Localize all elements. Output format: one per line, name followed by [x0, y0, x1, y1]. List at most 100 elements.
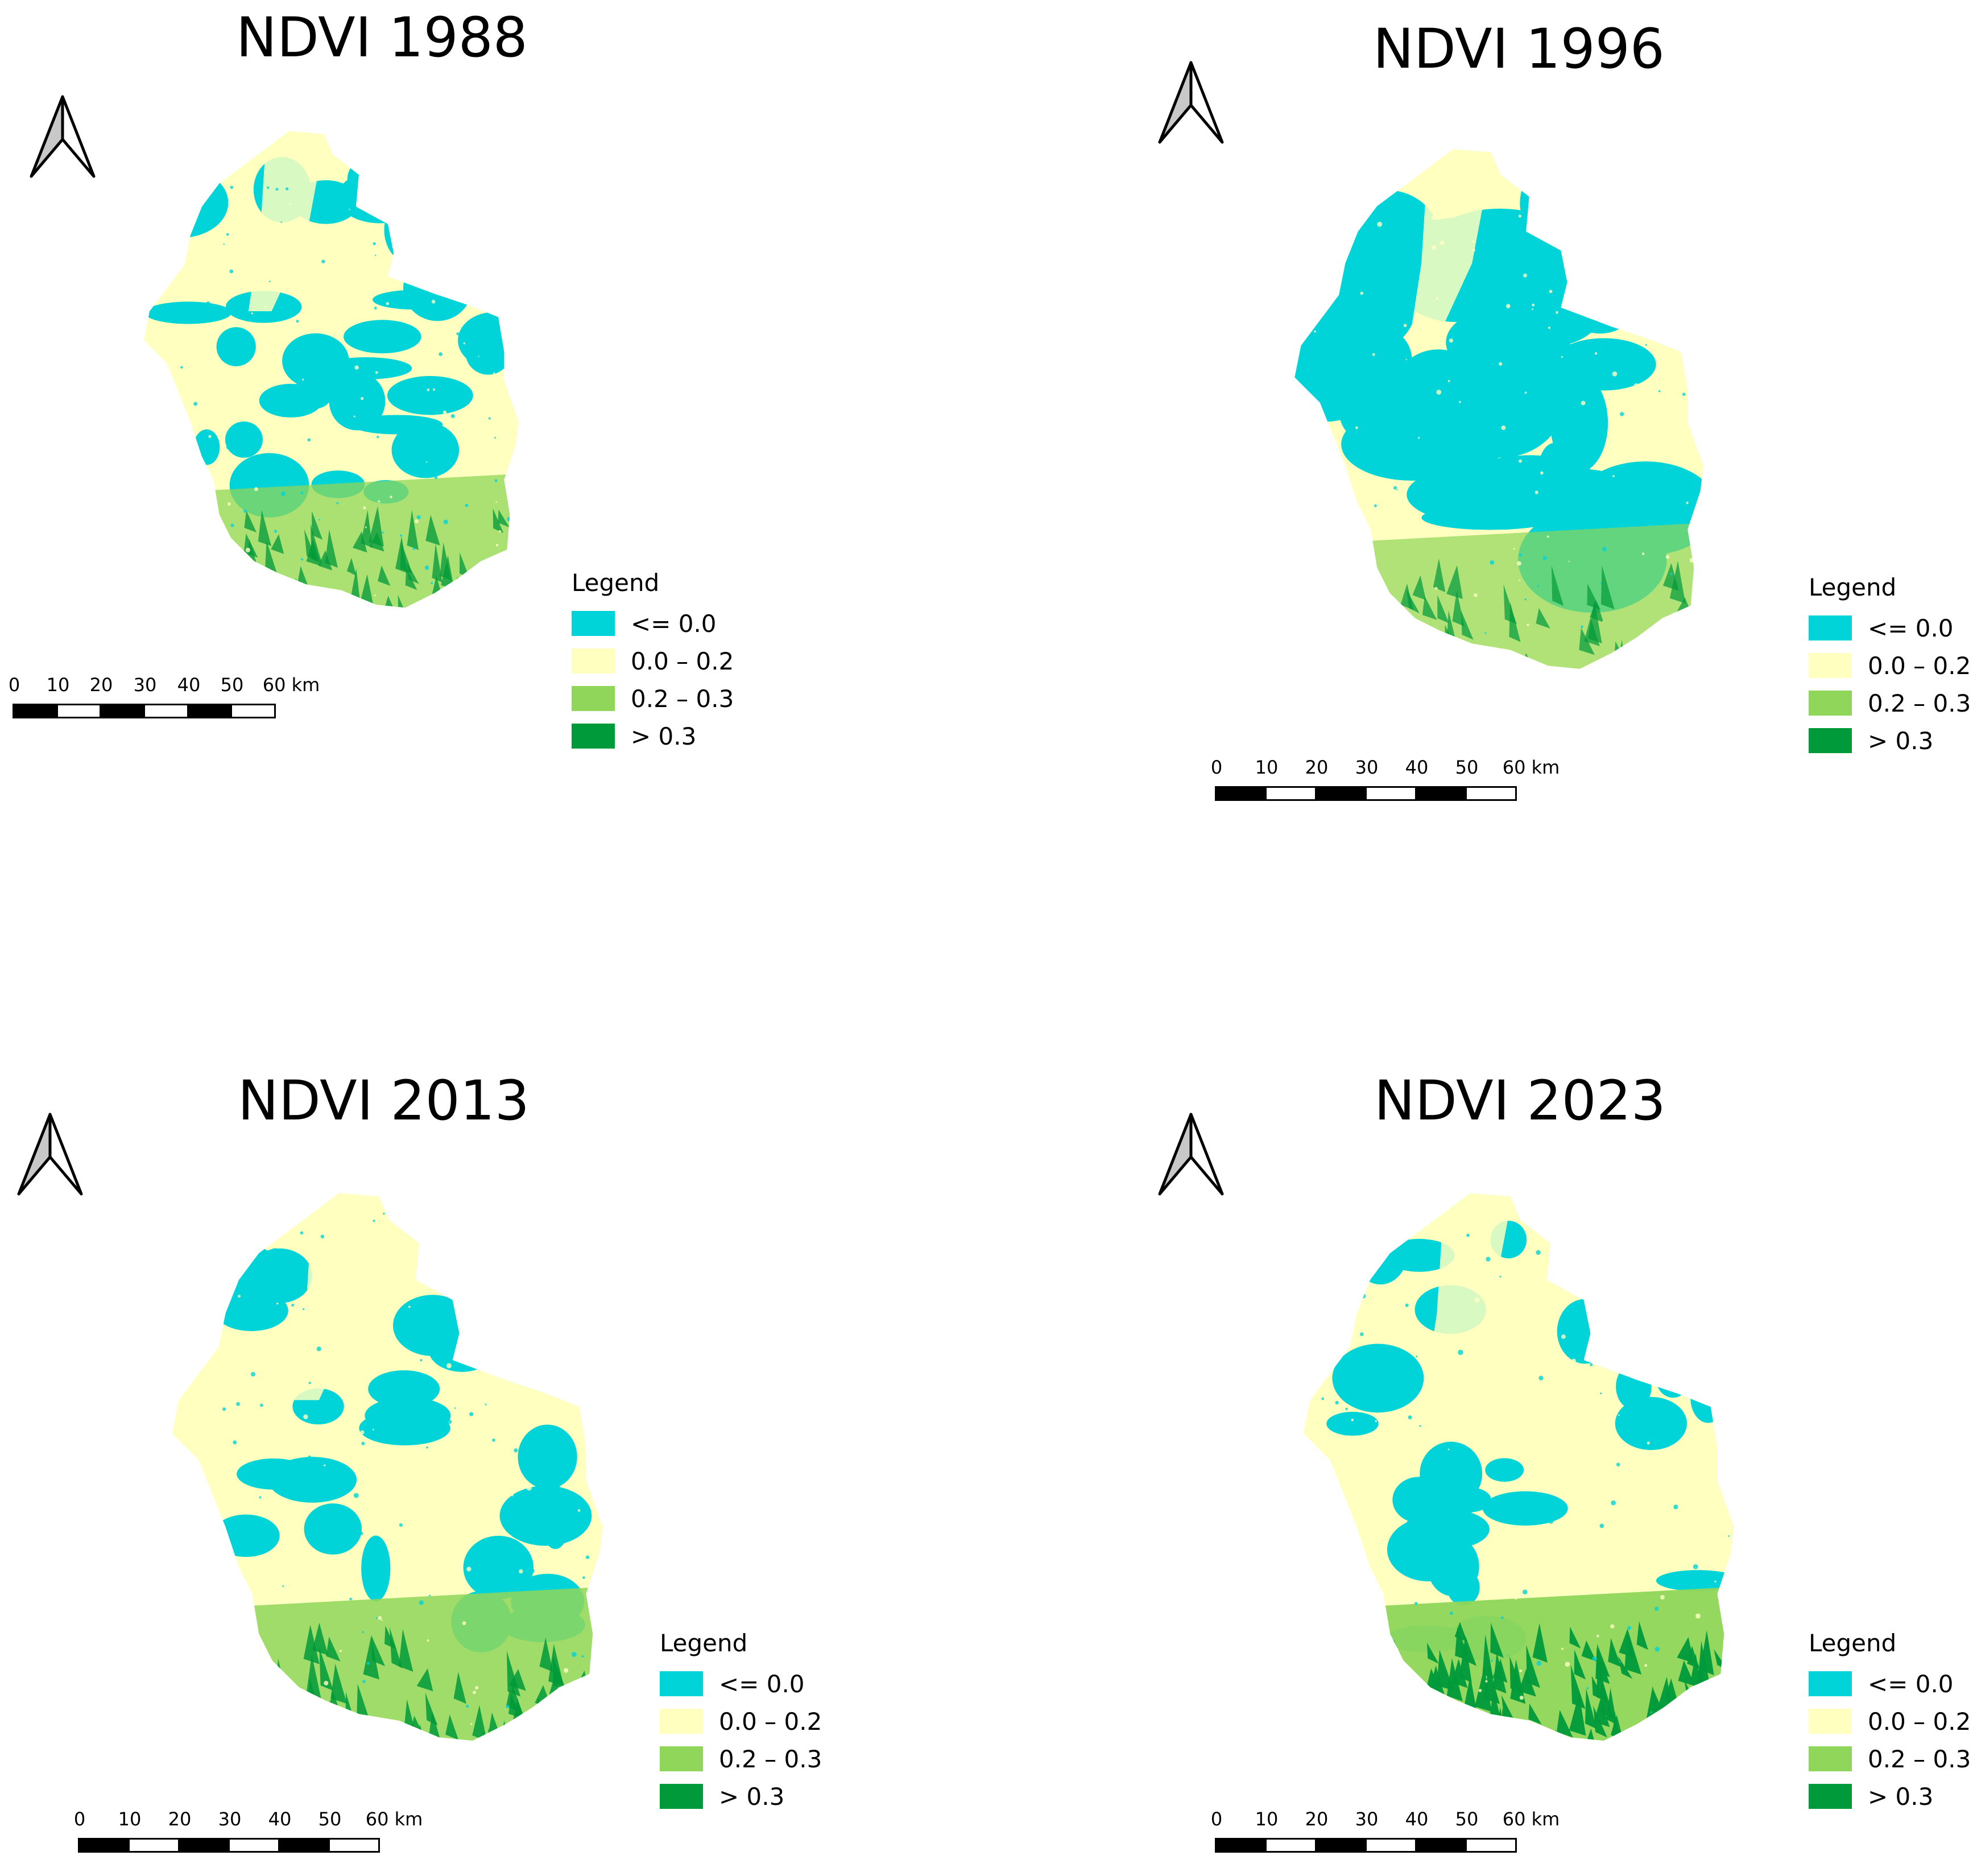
scale-tick-label: 30 — [1355, 1808, 1379, 1830]
scale-bar-segment — [228, 1838, 280, 1853]
map-title: NDVI 1988 — [236, 6, 528, 69]
legend-item-water: <= 0.0 — [572, 605, 734, 642]
legend-item-low: 0.0 – 0.2 — [572, 642, 734, 680]
legend-label: <= 0.0 — [1868, 614, 1954, 642]
scale-bar-segment — [1415, 1838, 1467, 1853]
legend-title: Legend — [660, 1629, 748, 1657]
scale-tick-label: 10 — [1255, 757, 1279, 778]
scale-tick-label: 40 — [1405, 1808, 1429, 1830]
legend-item-mid: 0.2 – 0.3 — [572, 680, 734, 717]
legend-label: <= 0.0 — [719, 1670, 805, 1698]
legend-item-low: 0.0 – 0.2 — [1809, 1703, 1971, 1740]
scale-bar: 0 10 20 30 40 50 60 km — [74, 1808, 423, 1860]
legend-item-water: <= 0.0 — [1809, 609, 1971, 647]
legend-label: <= 0.0 — [631, 609, 717, 638]
legend-title: Legend — [1809, 573, 1897, 601]
ndvi-map-2023 — [1303, 1193, 1734, 1741]
scale-tick-label: 30 — [133, 674, 157, 696]
scale-bar-segment — [1215, 786, 1267, 801]
scale-bar-segment — [1315, 786, 1367, 801]
scale-bar-segment — [128, 1838, 180, 1853]
legend-swatch — [572, 648, 615, 673]
scale-bar-segment — [1465, 1838, 1517, 1853]
scale-tick-label: 40 — [177, 674, 201, 696]
legend-label: > 0.3 — [719, 1782, 785, 1811]
map-panel-1988: NDVI 1988 Legend <= 0.0 0.0 – 0.2 0.2 – … — [0, 0, 986, 938]
scale-bar-segment — [1265, 786, 1317, 801]
legend-label: 0.0 – 0.2 — [1868, 651, 1971, 680]
scale-tick-label: 20 — [89, 674, 113, 696]
scale-bar: 0 10 20 30 40 50 60 km — [9, 674, 331, 725]
legend-item-high: > 0.3 — [1809, 722, 1971, 759]
legend-item-mid: 0.2 – 0.3 — [1809, 1740, 1971, 1778]
scale-tick-label: 60 km — [365, 1808, 423, 1830]
map-panel-2013: NDVI 2013 Legend <= 0.0 0.0 – 0.2 0.2 – … — [0, 938, 986, 1876]
legend-swatch — [1809, 615, 1852, 641]
scale-tick-label: 20 — [1305, 757, 1329, 778]
legend-label: > 0.3 — [631, 722, 697, 750]
legend-swatch — [1809, 728, 1852, 753]
scale-bar-segment — [143, 704, 189, 718]
legend-swatch — [1809, 1746, 1852, 1771]
legend-label: 0.0 – 0.2 — [1868, 1707, 1971, 1735]
north-arrow-icon — [1158, 61, 1224, 144]
legend-item-water: <= 0.0 — [660, 1665, 822, 1703]
scale-tick-label: 0 — [1210, 757, 1223, 778]
scale-tick-label: 0 — [1210, 1808, 1223, 1830]
legend-label: 0.2 – 0.3 — [1868, 689, 1971, 717]
map-title: NDVI 1996 — [1373, 17, 1665, 81]
legend-label: 0.2 – 0.3 — [719, 1745, 822, 1773]
scale-tick-label: 40 — [268, 1808, 292, 1830]
legend-swatch — [1809, 1784, 1852, 1809]
north-arrow-icon — [17, 1113, 83, 1196]
map-title: NDVI 2013 — [238, 1069, 530, 1133]
legend-swatch — [660, 1709, 703, 1734]
legend-label: 0.0 – 0.2 — [631, 647, 734, 675]
north-arrow-icon — [1158, 1113, 1224, 1196]
legend-swatch — [572, 686, 615, 711]
legend-swatch — [1809, 1671, 1852, 1696]
legend-swatch — [1809, 1709, 1852, 1734]
scale-bar: 0 10 20 30 40 50 60 km — [1211, 1808, 1560, 1860]
legend-item-mid: 0.2 – 0.3 — [660, 1740, 822, 1778]
legend-item-mid: 0.2 – 0.3 — [1809, 684, 1971, 722]
scale-tick-label: 20 — [1305, 1808, 1329, 1830]
scale-bar-segment — [78, 1838, 130, 1853]
legend-title: Legend — [572, 569, 660, 597]
scale-bar-segment — [187, 704, 233, 718]
scale-tick-label: 60 km — [1502, 1808, 1560, 1830]
scale-bar-segment — [278, 1838, 330, 1853]
legend-item-high: > 0.3 — [660, 1778, 822, 1815]
legend: Legend <= 0.0 0.0 – 0.2 0.2 – 0.3 > 0.3 — [1809, 1629, 1971, 1815]
scale-bar-segment — [56, 704, 102, 718]
map-title: NDVI 2023 — [1374, 1069, 1666, 1133]
scale-bar-segment — [100, 704, 145, 718]
ndvi-map-1988 — [143, 131, 519, 608]
scale-bar-segment — [230, 704, 276, 718]
scale-tick-label: 0 — [73, 1808, 86, 1830]
scale-bar-segment — [178, 1838, 230, 1853]
ndvi-map-2013 — [172, 1193, 603, 1741]
legend-item-low: 0.0 – 0.2 — [660, 1703, 822, 1740]
scale-bar: 0 10 20 30 40 50 60 km — [1211, 757, 1560, 808]
scale-tick-label: 30 — [1355, 757, 1379, 778]
scale-tick-label: 50 — [1455, 1808, 1479, 1830]
scale-tick-label: 40 — [1405, 757, 1429, 778]
scale-tick-label: 10 — [1255, 1808, 1279, 1830]
legend-title: Legend — [1809, 1629, 1897, 1657]
legend-swatch — [1809, 653, 1852, 678]
scale-tick-label: 60 km — [1502, 757, 1560, 778]
legend-item-high: > 0.3 — [1809, 1778, 1971, 1815]
legend-swatch — [660, 1746, 703, 1771]
scale-bar-segment — [1315, 1838, 1367, 1853]
legend: Legend <= 0.0 0.0 – 0.2 0.2 – 0.3 > 0.3 — [660, 1629, 822, 1815]
legend-item-high: > 0.3 — [572, 717, 734, 755]
scale-tick-label: 0 — [8, 674, 20, 696]
scale-tick-label: 20 — [168, 1808, 192, 1830]
scale-bar-segment — [1415, 786, 1467, 801]
legend-label: 0.2 – 0.3 — [631, 684, 734, 713]
scale-tick-label: 60 km — [262, 674, 320, 696]
scale-bar-segment — [1265, 1838, 1317, 1853]
scale-bar-segment — [328, 1838, 380, 1853]
legend-swatch — [1809, 691, 1852, 716]
